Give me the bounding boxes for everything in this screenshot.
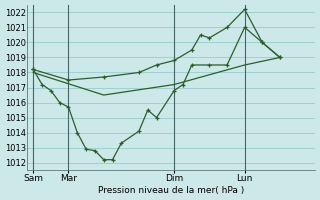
X-axis label: Pression niveau de la mer( hPa ): Pression niveau de la mer( hPa ) <box>98 186 244 195</box>
